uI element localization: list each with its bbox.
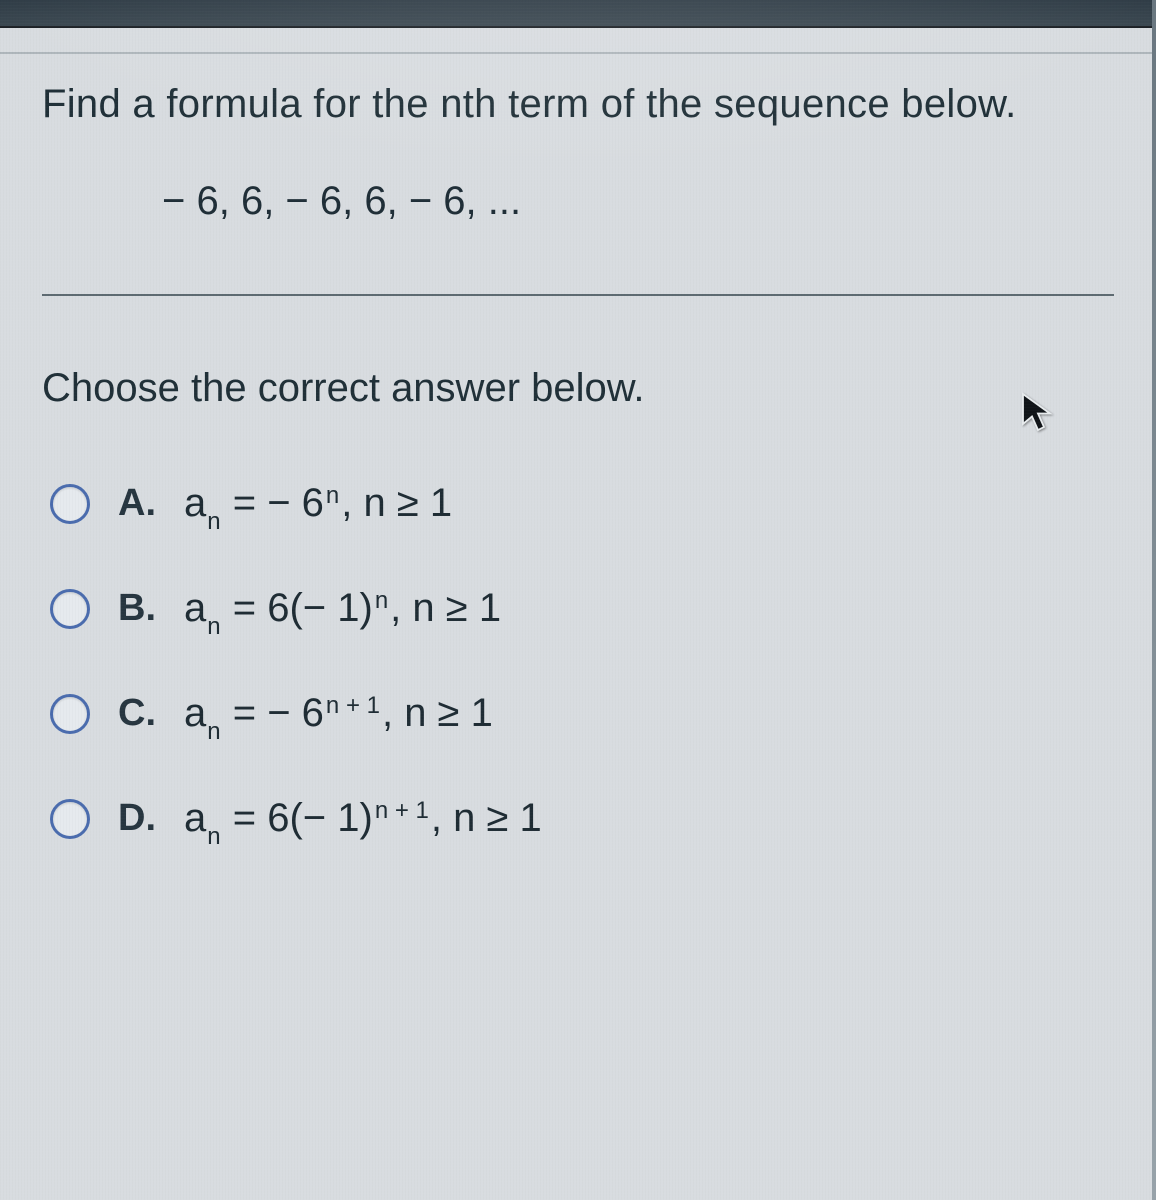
- term-exp: n: [375, 587, 388, 615]
- term-a: a: [184, 691, 206, 736]
- term-eq: = − 6: [222, 481, 324, 526]
- option-d-label: D.: [118, 797, 156, 840]
- radio-b[interactable]: [50, 589, 90, 629]
- sequence-text: − 6, 6, − 6, 6, − 6, ...: [162, 179, 1114, 224]
- term-exp: n + 1: [375, 797, 429, 825]
- term-sub-n: n: [207, 718, 220, 746]
- option-a[interactable]: A. a n = − 6 n , n ≥ 1: [50, 481, 1114, 526]
- term-a: a: [184, 586, 206, 631]
- answer-prompt: Choose the correct answer below.: [42, 366, 1114, 411]
- term-exp: n + 1: [326, 692, 380, 720]
- option-a-formula: a n = − 6 n , n ≥ 1: [184, 481, 452, 526]
- term-eq: = 6(− 1): [222, 796, 373, 841]
- term-tail: , n ≥ 1: [431, 796, 542, 841]
- option-d-formula: a n = 6(− 1) n + 1 , n ≥ 1: [184, 796, 542, 841]
- term-a: a: [184, 481, 206, 526]
- option-a-label: A.: [118, 482, 156, 525]
- option-b-label: B.: [118, 587, 156, 630]
- options-group: A. a n = − 6 n , n ≥ 1 B. a n = 6(− 1) n…: [42, 481, 1114, 841]
- term-sub-n: n: [207, 823, 220, 851]
- term-eq: = 6(− 1): [222, 586, 373, 631]
- option-c-formula: a n = − 6 n + 1 , n ≥ 1: [184, 691, 493, 736]
- option-b[interactable]: B. a n = 6(− 1) n , n ≥ 1: [50, 586, 1114, 631]
- option-c-label: C.: [118, 692, 156, 735]
- term-exp: n: [326, 482, 339, 510]
- term-sub-n: n: [207, 508, 220, 536]
- radio-d[interactable]: [50, 799, 90, 839]
- radio-a[interactable]: [50, 484, 90, 524]
- question-text: Find a formula for the nth term of the s…: [42, 82, 1114, 127]
- section-divider: [42, 294, 1114, 296]
- option-d[interactable]: D. a n = 6(− 1) n + 1 , n ≥ 1: [50, 796, 1114, 841]
- term-sub-n: n: [207, 613, 220, 641]
- option-c[interactable]: C. a n = − 6 n + 1 , n ≥ 1: [50, 691, 1114, 736]
- top-key-line: [0, 52, 1156, 54]
- term-tail: , n ≥ 1: [390, 586, 501, 631]
- option-b-formula: a n = 6(− 1) n , n ≥ 1: [184, 586, 501, 631]
- term-a: a: [184, 796, 206, 841]
- term-tail: , n ≥ 1: [382, 691, 493, 736]
- question-panel: Find a formula for the nth term of the s…: [42, 82, 1114, 901]
- window-top-bar: [0, 0, 1156, 28]
- term-eq: = − 6: [222, 691, 324, 736]
- radio-c[interactable]: [50, 694, 90, 734]
- right-edge-highlight: [1152, 0, 1156, 1200]
- term-tail: , n ≥ 1: [341, 481, 452, 526]
